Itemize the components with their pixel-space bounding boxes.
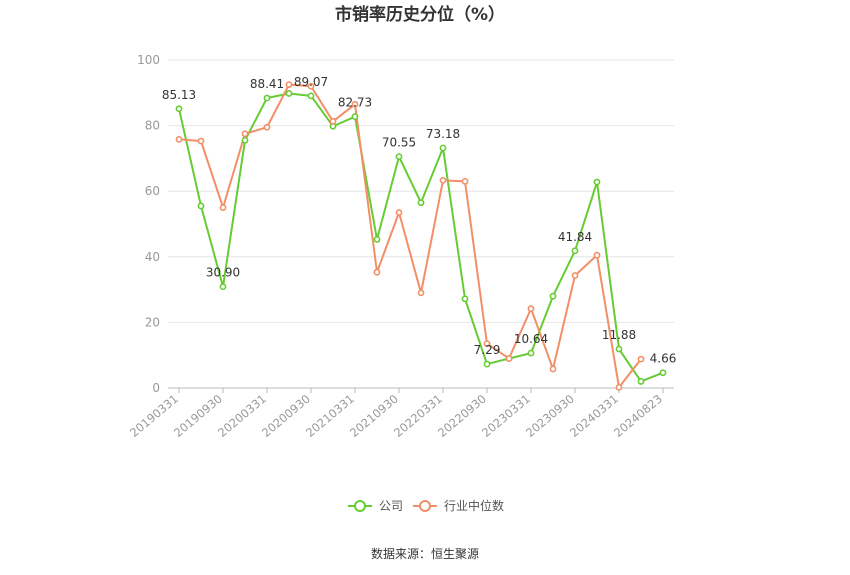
data-point-industry-median[interactable] [439,176,447,184]
data-label-company: 89.07 [294,75,328,89]
chart-title: 市销率历史分位（%） [335,4,505,25]
data-point-company[interactable] [417,199,425,207]
y-tick-label: 80 [145,119,160,133]
data-point-company[interactable] [219,283,227,291]
data-point-industry-median[interactable] [329,117,337,125]
data-point-industry-median[interactable] [527,305,535,313]
source-note: 数据来源：恒生聚源 [371,546,479,561]
legend-marker-company [354,500,366,512]
data-point-company[interactable] [197,202,205,210]
legend-item-company[interactable]: 公司 [348,499,403,513]
x-tick-label: 20240823 [611,392,665,440]
data-point-industry-median[interactable] [571,272,579,279]
data-point-company[interactable] [263,94,271,102]
data-point-company[interactable] [615,345,623,353]
y-axis: 0 20 40 60 80 100 [137,53,160,395]
data-label-company: 41.84 [558,230,592,244]
data-point-company[interactable] [307,92,315,100]
data-label-company: 30.90 [206,266,240,280]
data-point-company[interactable] [593,178,601,186]
data-point-company[interactable] [549,292,557,300]
data-point-industry-median[interactable] [417,289,425,297]
data-point-industry-median[interactable] [307,82,315,90]
legend-item-industry-median[interactable]: 行业中位数 [413,498,504,513]
data-point-company[interactable] [659,369,667,377]
data-point-industry-median[interactable] [505,355,513,362]
data-point-company[interactable] [483,360,491,368]
data-point-company[interactable] [439,144,447,152]
y-tick-label: 100 [137,53,160,67]
data-label-company: 4.66 [650,352,677,366]
data-label-company: 7.29 [474,343,501,357]
data-point-industry-median[interactable] [241,130,249,138]
data-point-industry-median[interactable] [483,340,491,348]
data-label-company: 82.73 [338,96,372,110]
data-point-industry-median[interactable] [175,135,183,143]
data-point-industry-median[interactable] [351,100,359,108]
data-point-industry-median[interactable] [263,123,271,131]
y-tick-label: 40 [145,250,160,264]
legend[interactable]: 公司 行业中位数 [348,498,504,513]
data-labels: 85.13 30.90 88.41 89.07 82.73 70.55 73.18 7.29 1… [162,75,677,366]
data-point-industry-median[interactable] [637,355,645,363]
data-point-company[interactable] [241,136,249,144]
data-label-company: 11.88 [602,328,636,342]
legend-label-company: 公司 [379,499,403,513]
data-point-company[interactable] [637,378,645,385]
data-label-company: 85.13 [162,88,196,102]
data-point-company[interactable] [461,295,469,303]
data-point-industry-median[interactable] [593,251,601,259]
y-tick-label: 20 [145,315,160,329]
data-label-company: 88.41 [250,77,284,91]
series-group [175,81,667,391]
data-point-company[interactable] [351,113,359,121]
data-label-company: 73.18 [426,127,460,141]
data-point-industry-median[interactable] [373,268,381,276]
data-point-industry-median[interactable] [197,137,205,145]
data-point-company[interactable] [285,90,293,97]
y-tick-label: 0 [152,381,160,395]
legend-label-industry-median: 行业中位数 [444,498,504,513]
y-tick-label: 60 [145,184,160,198]
data-point-industry-median[interactable] [395,209,403,216]
data-point-company[interactable] [373,236,381,243]
data-point-industry-median[interactable] [219,204,227,211]
data-point-company[interactable] [527,349,535,357]
data-label-company: 10.64 [514,332,548,346]
data-label-company: 70.55 [382,136,416,150]
series-line-industry-median [178,83,642,389]
data-point-industry-median[interactable] [615,383,623,391]
data-point-company[interactable] [571,247,579,255]
data-point-industry-median[interactable] [461,177,469,185]
data-point-company[interactable] [175,105,183,113]
data-point-industry-median[interactable] [285,81,293,88]
data-point-company[interactable] [395,153,403,160]
x-axis: 2019033120190930202003312020093020210331… [127,387,674,440]
data-point-industry-median[interactable] [549,365,557,373]
legend-marker-industry-median [419,500,431,512]
